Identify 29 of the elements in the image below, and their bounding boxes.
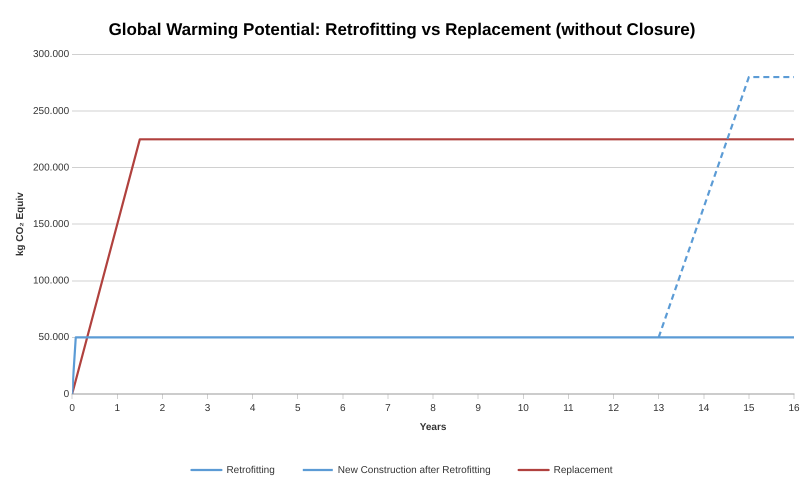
x-tick-label: 16	[788, 402, 800, 414]
legend-label: New Construction after Retrofitting	[338, 464, 491, 476]
x-axis-title: Years	[420, 422, 447, 433]
x-tick-label: 8	[430, 402, 436, 414]
x-tick-label: 15	[743, 402, 755, 414]
x-tick-label: 12	[608, 402, 620, 414]
y-axis-title: kg CO₂ Equiv	[14, 192, 26, 256]
x-tick-label: 7	[385, 402, 392, 414]
x-tick-label: 1	[114, 402, 120, 414]
x-tick-label: 6	[340, 402, 346, 414]
x-tick-label: 13	[653, 402, 665, 414]
x-tick-label: 9	[475, 402, 482, 414]
x-tick-label: 3	[204, 402, 211, 414]
x-tick-label: 2	[160, 402, 166, 414]
legend-label: Retrofitting	[226, 464, 275, 476]
chart-title: Global Warming Potential: Retrofitting vs Replacement (without Closure)	[108, 20, 696, 39]
y-tick-label: 250.000	[32, 106, 70, 117]
x-tick-label: 4	[250, 402, 256, 414]
y-tick-label: 50.000	[38, 332, 70, 344]
y-tick-label: 200.000	[32, 162, 70, 174]
x-tick-label: 10	[518, 402, 530, 414]
y-tick-label: 300.000	[32, 49, 70, 60]
y-tick-label: 0	[64, 388, 70, 400]
x-tick-label: 14	[698, 402, 710, 414]
legend-label: Replacement	[554, 464, 613, 476]
y-tick-label: 150.000	[32, 218, 70, 230]
y-tick-label: 100.000	[32, 276, 70, 287]
x-tick-label: 11	[563, 402, 574, 414]
x-tick-label: 5	[294, 402, 301, 414]
